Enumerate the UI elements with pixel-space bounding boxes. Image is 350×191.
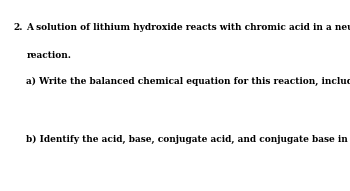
Text: a) Write the balanced chemical equation for this reaction, including state subsc: a) Write the balanced chemical equation … [26, 77, 350, 87]
Text: A solution of lithium hydroxide reacts with chromic acid in a neutralization: A solution of lithium hydroxide reacts w… [26, 23, 350, 32]
Text: b) Identify the acid, base, conjugate acid, and conjugate base in this reaction.: b) Identify the acid, base, conjugate ac… [26, 135, 350, 144]
Text: 2.: 2. [13, 23, 23, 32]
Text: reaction.: reaction. [26, 51, 71, 60]
